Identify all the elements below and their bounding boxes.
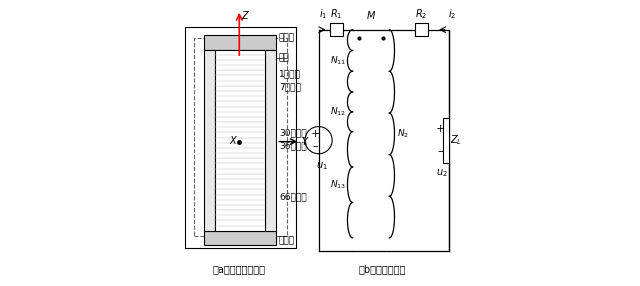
Text: +: + xyxy=(310,129,320,139)
Bar xyxy=(204,35,276,49)
Text: $R_1$: $R_1$ xyxy=(330,7,342,21)
Text: Z: Z xyxy=(241,11,248,21)
Text: $N_{13}$: $N_{13}$ xyxy=(330,178,346,191)
Text: –: – xyxy=(438,146,443,156)
Bar xyxy=(194,38,287,237)
Text: X: X xyxy=(229,136,236,146)
Text: $u_1$: $u_1$ xyxy=(316,160,327,172)
Text: –: – xyxy=(312,141,318,151)
Bar xyxy=(443,118,449,163)
Text: +: + xyxy=(436,124,445,134)
Bar xyxy=(330,23,342,36)
Bar xyxy=(204,231,276,245)
Text: 66号线饼: 66号线饼 xyxy=(279,192,307,201)
Text: $N_2$: $N_2$ xyxy=(397,128,409,140)
Text: 36号线饼: 36号线饼 xyxy=(279,141,307,150)
Text: 下铁轭: 下铁轭 xyxy=(279,236,295,245)
Bar xyxy=(204,49,215,231)
Text: $u_2$: $u_2$ xyxy=(436,167,447,179)
Text: 上铁轭: 上铁轭 xyxy=(279,34,295,43)
Text: 7号线饼: 7号线饼 xyxy=(279,82,301,91)
Bar xyxy=(215,49,265,231)
Text: $N_{12}$: $N_{12}$ xyxy=(330,106,346,118)
Text: $M$: $M$ xyxy=(366,9,376,21)
Text: （b）仿真电路。: （b）仿真电路。 xyxy=(358,264,406,274)
Text: Y: Y xyxy=(301,137,308,147)
Text: （a）高压绕组结构: （a）高压绕组结构 xyxy=(212,264,266,274)
Text: $R_2$: $R_2$ xyxy=(415,7,428,21)
Text: 30号线饼: 30号线饼 xyxy=(279,129,307,138)
Text: $Z_L$: $Z_L$ xyxy=(451,133,463,147)
Text: 1号线饼: 1号线饼 xyxy=(279,69,301,78)
Bar xyxy=(186,27,296,248)
Text: $N_{11}$: $N_{11}$ xyxy=(330,55,346,67)
Text: 磁路: 磁路 xyxy=(279,53,290,63)
Bar xyxy=(265,49,276,231)
Text: $i_2$: $i_2$ xyxy=(448,7,456,21)
Text: $i_1$: $i_1$ xyxy=(319,7,328,21)
Bar xyxy=(415,23,428,36)
